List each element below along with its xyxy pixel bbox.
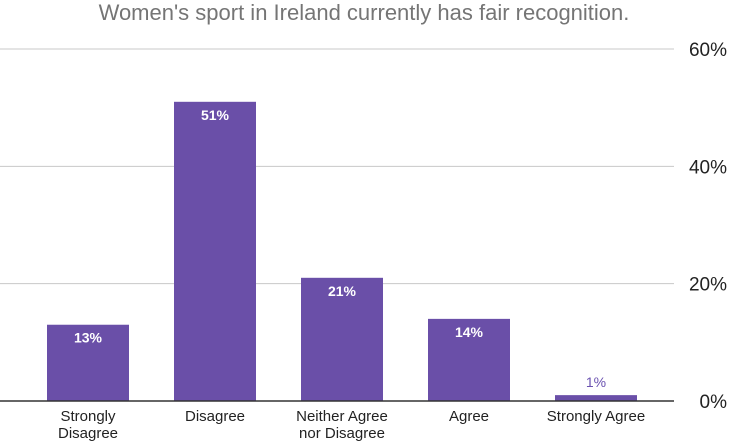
- x-tick-label: Disagree: [58, 425, 118, 441]
- bar: [47, 324, 129, 401]
- bar-value-label: 1%: [586, 374, 606, 390]
- y-tick-label: 0%: [700, 392, 728, 413]
- y-tick-label: 40%: [689, 157, 727, 178]
- bar: [301, 277, 383, 401]
- y-axis-ticks: 0% 20% 40% 60%: [689, 40, 727, 413]
- bar: [174, 101, 256, 402]
- bar-value-label: 14%: [455, 324, 484, 340]
- bars: [47, 101, 637, 402]
- x-tick-label: Agree: [449, 408, 489, 425]
- x-tick-label: Neither Agree: [296, 408, 388, 425]
- x-tick-label: Disagree: [185, 408, 245, 425]
- x-tick-label: Strongly Agree: [547, 408, 645, 425]
- bar: [555, 395, 637, 401]
- bar-value-label: 21%: [328, 283, 357, 299]
- bar-value-labels: 13% 51% 21% 14% 1%: [74, 107, 606, 390]
- x-tick-label: Strongly: [60, 408, 116, 425]
- y-tick-label: 60%: [689, 40, 727, 61]
- x-tick-label: nor Disagree: [299, 425, 385, 441]
- grid-lines: [0, 48, 674, 285]
- chart-title: Women's sport in Ireland currently has f…: [99, 0, 630, 25]
- y-tick-label: 20%: [689, 275, 727, 296]
- bar: [428, 318, 510, 401]
- bar-value-label: 51%: [201, 107, 230, 123]
- bar-value-label: 13%: [74, 330, 103, 346]
